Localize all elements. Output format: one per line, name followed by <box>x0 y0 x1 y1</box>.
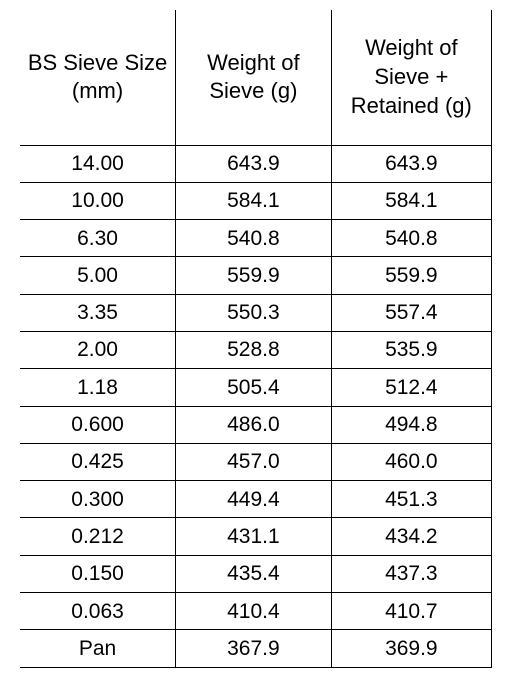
table-row: Pan367.9369.9 <box>20 630 492 667</box>
table-cell: 5.00 <box>20 257 176 294</box>
header-sieve-size: BS Sieve Size (mm) <box>20 10 176 145</box>
table-row: 1.18505.4512.4 <box>20 369 492 406</box>
table-body: 14.00643.9643.910.00584.1584.16.30540.85… <box>20 145 492 667</box>
header-sieve-weight: Weight of Sieve (g) <box>176 10 332 145</box>
table-cell: 437.3 <box>331 555 491 592</box>
table-cell: 559.9 <box>176 257 332 294</box>
table-row: 14.00643.9643.9 <box>20 145 492 182</box>
table-cell: 369.9 <box>331 630 491 667</box>
sieve-table-container: BS Sieve Size (mm) Weight of Sieve (g) W… <box>0 0 510 678</box>
table-cell: 0.063 <box>20 593 176 630</box>
table-cell: 410.4 <box>176 593 332 630</box>
table-cell: 584.1 <box>331 182 491 219</box>
table-cell: 14.00 <box>20 145 176 182</box>
table-cell: 528.8 <box>176 331 332 368</box>
table-cell: Pan <box>20 630 176 667</box>
table-row: 0.212431.1434.2 <box>20 518 492 555</box>
table-cell: 449.4 <box>176 481 332 518</box>
table-cell: 2.00 <box>20 331 176 368</box>
table-cell: 410.7 <box>331 593 491 630</box>
table-cell: 540.8 <box>176 220 332 257</box>
table-row: 5.00559.9559.9 <box>20 257 492 294</box>
table-row: 0.425457.0460.0 <box>20 443 492 480</box>
table-cell: 0.150 <box>20 555 176 592</box>
table-cell: 0.425 <box>20 443 176 480</box>
table-cell: 0.600 <box>20 406 176 443</box>
table-cell: 486.0 <box>176 406 332 443</box>
table-cell: 643.9 <box>331 145 491 182</box>
table-cell: 643.9 <box>176 145 332 182</box>
table-cell: 535.9 <box>331 331 491 368</box>
table-cell: 550.3 <box>176 294 332 331</box>
table-cell: 6.30 <box>20 220 176 257</box>
table-cell: 434.2 <box>331 518 491 555</box>
table-row: 6.30540.8540.8 <box>20 220 492 257</box>
table-cell: 559.9 <box>331 257 491 294</box>
table-cell: 0.300 <box>20 481 176 518</box>
table-cell: 494.8 <box>331 406 491 443</box>
table-cell: 435.4 <box>176 555 332 592</box>
table-cell: 460.0 <box>331 443 491 480</box>
header-sieve-retained: Weight of Sieve + Retained (g) <box>331 10 491 145</box>
table-cell: 540.8 <box>331 220 491 257</box>
table-row: 3.35550.3557.4 <box>20 294 492 331</box>
table-cell: 557.4 <box>331 294 491 331</box>
table-cell: 457.0 <box>176 443 332 480</box>
table-cell: 512.4 <box>331 369 491 406</box>
table-row: 0.300449.4451.3 <box>20 481 492 518</box>
table-row: 2.00528.8535.9 <box>20 331 492 368</box>
table-row: 0.600486.0494.8 <box>20 406 492 443</box>
table-cell: 451.3 <box>331 481 491 518</box>
table-cell: 584.1 <box>176 182 332 219</box>
table-cell: 367.9 <box>176 630 332 667</box>
table-cell: 431.1 <box>176 518 332 555</box>
table-cell: 0.212 <box>20 518 176 555</box>
table-row: 0.150435.4437.3 <box>20 555 492 592</box>
table-cell: 1.18 <box>20 369 176 406</box>
table-row: 10.00584.1584.1 <box>20 182 492 219</box>
table-header-row: BS Sieve Size (mm) Weight of Sieve (g) W… <box>20 10 492 145</box>
sieve-table: BS Sieve Size (mm) Weight of Sieve (g) W… <box>20 10 492 668</box>
table-cell: 3.35 <box>20 294 176 331</box>
table-cell: 505.4 <box>176 369 332 406</box>
table-cell: 10.00 <box>20 182 176 219</box>
table-row: 0.063410.4410.7 <box>20 593 492 630</box>
